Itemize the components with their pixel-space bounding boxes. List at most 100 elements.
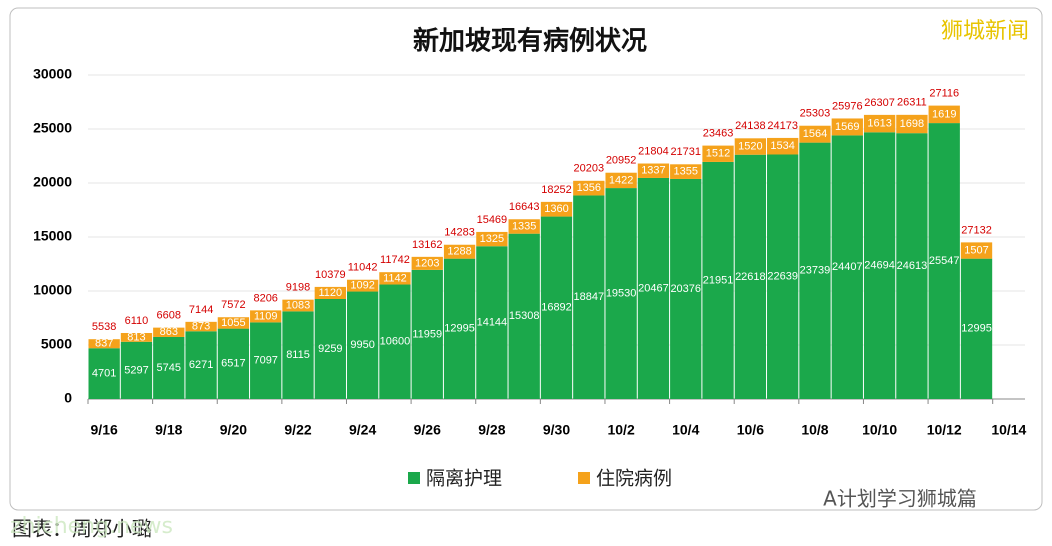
data-label: 9259 xyxy=(318,343,342,355)
x-tick-label: 10/6 xyxy=(737,422,764,438)
x-tick-label: 9/22 xyxy=(284,422,311,438)
data-label: 18847 xyxy=(574,291,605,303)
bar-segment xyxy=(346,279,379,292)
data-label: 7097 xyxy=(253,355,277,367)
bar-segment xyxy=(767,154,799,399)
data-label: 1142 xyxy=(383,272,407,284)
data-label: 15308 xyxy=(509,310,540,322)
bar-segment xyxy=(767,137,799,155)
x-tick-label: 9/16 xyxy=(91,422,118,438)
bar-segment xyxy=(153,327,185,337)
data-label: 22639 xyxy=(767,271,798,283)
bar-segment xyxy=(314,299,346,399)
bar-segment xyxy=(88,348,120,399)
data-label: 1698 xyxy=(900,118,924,130)
bar-segment xyxy=(120,333,153,342)
total-label: 26311 xyxy=(897,97,927,109)
data-label: 1288 xyxy=(447,246,471,258)
bar-segment xyxy=(88,339,120,349)
watermark: 狮城新闻 xyxy=(941,19,1029,44)
bar-segment xyxy=(379,284,411,399)
bar-segment xyxy=(960,258,993,399)
data-label: 837 xyxy=(95,338,113,350)
x-tick-label: 10/10 xyxy=(862,422,897,438)
data-label: 1356 xyxy=(577,182,601,194)
total-label: 20952 xyxy=(606,155,637,167)
bar-segment xyxy=(282,299,314,312)
total-label: 5538 xyxy=(92,321,116,333)
legend-label: 住院病例 xyxy=(596,468,672,490)
data-label: 1083 xyxy=(286,299,310,311)
data-label: 5297 xyxy=(124,364,148,376)
y-tick-label: 20000 xyxy=(33,174,72,190)
data-label: 1520 xyxy=(738,140,762,152)
bar-segment xyxy=(443,258,476,399)
bar-segment xyxy=(573,195,605,399)
x-tick-label: 9/30 xyxy=(543,422,570,438)
data-label: 1613 xyxy=(867,118,891,130)
watermark: zhicheng.news xyxy=(10,514,173,539)
bar-segment xyxy=(637,177,670,399)
data-label: 863 xyxy=(160,326,178,338)
bar-segment xyxy=(799,125,831,143)
data-label: 24613 xyxy=(897,260,928,272)
y-tick-label: 30000 xyxy=(33,66,72,82)
bar-segment xyxy=(928,105,960,124)
total-label: 23463 xyxy=(703,128,734,140)
legend-swatch xyxy=(408,472,420,484)
total-label: 10379 xyxy=(315,269,346,281)
x-tick-label: 10/14 xyxy=(991,422,1026,438)
bar-segment xyxy=(411,269,443,399)
y-tick-label: 15000 xyxy=(33,228,72,244)
x-tick-label: 10/2 xyxy=(607,422,634,438)
bar-segment xyxy=(250,310,282,323)
data-label: 21951 xyxy=(703,274,734,286)
data-label: 1534 xyxy=(770,140,794,152)
data-label: 1109 xyxy=(254,310,278,322)
bar-segment xyxy=(476,246,508,399)
data-label: 1512 xyxy=(706,148,730,160)
total-label: 7572 xyxy=(221,299,245,311)
bar-segment xyxy=(831,135,863,399)
bar-segment xyxy=(734,138,767,155)
total-label: 15469 xyxy=(477,214,508,226)
data-label: 1337 xyxy=(641,165,665,177)
total-label: 24138 xyxy=(735,120,766,132)
total-label: 16643 xyxy=(509,201,540,213)
bar-segment xyxy=(831,118,863,136)
data-label: 25547 xyxy=(929,255,960,267)
data-label: 20376 xyxy=(670,283,701,295)
data-label: 12995 xyxy=(961,323,992,335)
bar-segment xyxy=(250,322,282,399)
total-label: 8206 xyxy=(253,292,277,304)
bar-segment xyxy=(573,180,605,196)
bar-segment xyxy=(960,242,993,259)
bar-segment xyxy=(605,188,637,399)
y-tick-label: 25000 xyxy=(33,120,72,136)
data-label: 23739 xyxy=(800,265,831,277)
data-label: 1120 xyxy=(318,287,342,299)
data-label: 1355 xyxy=(673,166,697,178)
total-label: 27116 xyxy=(929,88,959,100)
total-label: 11742 xyxy=(380,254,410,266)
total-label: 18252 xyxy=(541,184,572,196)
bar-segment xyxy=(896,133,928,399)
total-label: 21731 xyxy=(670,146,701,158)
bar-segment xyxy=(799,142,831,399)
total-label: 26307 xyxy=(864,97,895,109)
bar-segment xyxy=(217,328,250,399)
total-label: 11042 xyxy=(348,262,378,274)
data-label: 20467 xyxy=(638,282,669,294)
bar-segment xyxy=(153,336,185,399)
total-label: 20203 xyxy=(574,163,605,175)
bar-segment xyxy=(670,164,702,179)
data-label: 873 xyxy=(192,320,210,332)
data-label: 6271 xyxy=(189,359,213,371)
x-tick-label: 9/26 xyxy=(414,422,441,438)
data-label: 12995 xyxy=(444,323,475,335)
total-label: 13162 xyxy=(412,239,443,251)
bar-segment xyxy=(670,178,702,399)
y-tick-label: 5000 xyxy=(41,336,72,352)
legend-swatch xyxy=(578,472,590,484)
